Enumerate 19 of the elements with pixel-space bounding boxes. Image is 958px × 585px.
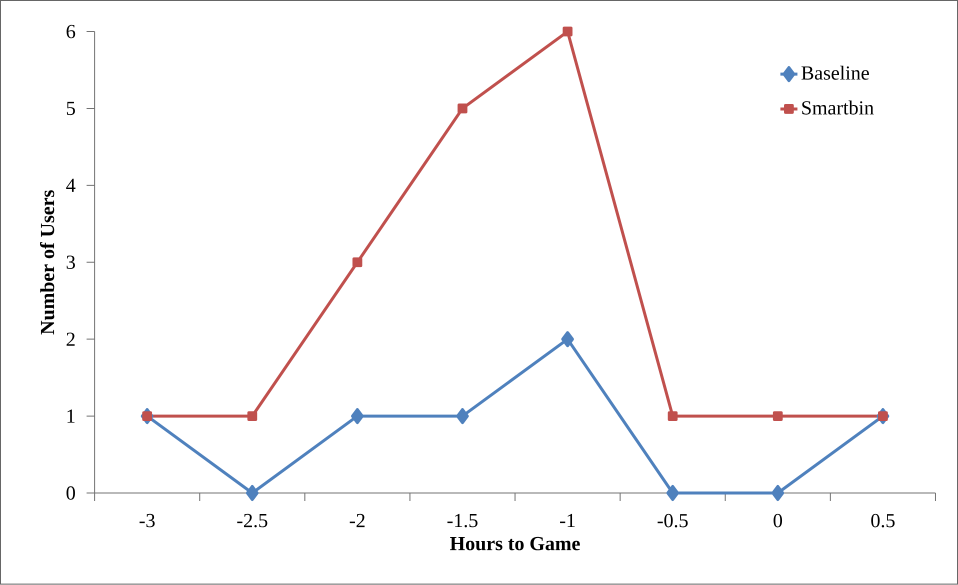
x-axis-title: Hours to Game <box>450 537 580 551</box>
legend-label: Smartbin <box>802 100 874 115</box>
x-tick-label: -2 <box>350 514 365 528</box>
y-tick-label: 4 <box>66 178 76 192</box>
y-tick-label: 0 <box>66 486 75 500</box>
y-tick-label: 6 <box>66 25 76 38</box>
y-axis-title: Number of Users <box>40 190 54 335</box>
y-tick-label: 1 <box>68 410 75 423</box>
x-tick-label: -3 <box>140 514 155 528</box>
y-tick-label: 3 <box>66 256 75 270</box>
x-tick-label: 0 <box>774 514 782 528</box>
x-tick-label: -0.5 <box>658 514 688 528</box>
x-tick-label: -1 <box>560 514 575 528</box>
y-tick-label: 5 <box>66 102 75 116</box>
x-tick-label: -1.5 <box>447 514 478 528</box>
legend-label: Baseline <box>802 66 869 80</box>
y-tick-label: 2 <box>66 332 75 346</box>
x-tick-label: -2.5 <box>237 514 268 528</box>
x-tick-label: 0.5 <box>871 514 895 528</box>
